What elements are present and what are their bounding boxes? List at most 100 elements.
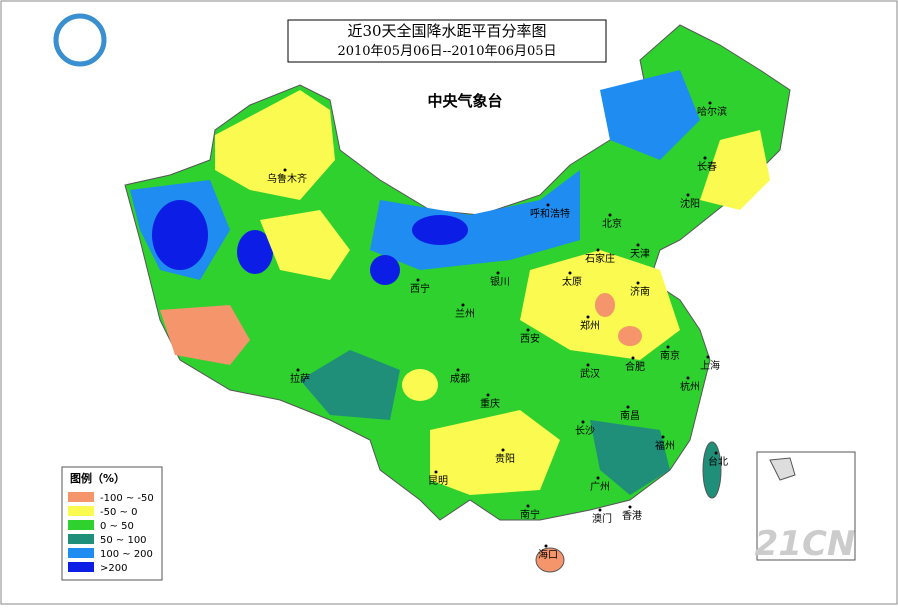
map-regions (124, 24, 791, 573)
city-dot (501, 448, 505, 452)
city-label: 太原 (562, 275, 582, 288)
region (237, 230, 273, 274)
legend-label: -50 ~ 0 (100, 507, 137, 518)
agency: 中央气象台 (427, 92, 502, 110)
city-label: 南宁 (520, 508, 540, 521)
region (430, 410, 560, 495)
city-dot (626, 405, 630, 409)
title: 近30天全国降水距平百分率图 (347, 22, 546, 40)
city-dot (296, 368, 300, 372)
region (160, 305, 250, 365)
city-dot (686, 193, 690, 197)
city-label: 成都 (450, 373, 470, 385)
watermark: 21CN (755, 524, 856, 564)
legend: 图例（%） -100 ~ -50 -50 ~ 0 0 ~ 50 50 ~ 100 100… (61, 466, 163, 581)
city-label: 哈尔滨 (697, 105, 727, 118)
city-label: 郑州 (580, 319, 600, 332)
legend-label: 50 ~ 100 (100, 535, 147, 546)
region (618, 326, 642, 346)
city-dot (714, 451, 718, 455)
city-label: 西安 (520, 332, 540, 345)
city-dot (581, 420, 585, 424)
date-range: 2010年05月06日--2010年06月05日 (337, 44, 556, 59)
city-label: 合肥 (625, 360, 645, 373)
city-dot (434, 470, 438, 474)
region (370, 170, 580, 270)
city-label: 海口 (538, 548, 558, 561)
legend-swatch (68, 562, 94, 572)
region (215, 90, 335, 200)
legend-swatch (68, 492, 94, 502)
city-dot (666, 345, 670, 349)
city-label: 澳门 (592, 512, 612, 525)
city-dot (461, 303, 465, 307)
inset-box (756, 451, 856, 561)
city-dot (586, 363, 590, 367)
city-label: 长沙 (575, 425, 595, 437)
city-label: 天津 (630, 248, 650, 260)
city-label: 西宁 (410, 282, 430, 295)
inset-land (769, 457, 796, 481)
region (595, 293, 615, 317)
city-label: 重庆 (480, 397, 500, 410)
city-dot (636, 281, 640, 285)
region (700, 130, 770, 210)
city-label: 南昌 (620, 409, 640, 422)
region (590, 420, 670, 495)
legend-label: -100 ~ -50 (100, 493, 154, 504)
legend-label: 100 ~ 200 (100, 549, 153, 560)
city-dot (416, 278, 420, 282)
city-dot (608, 213, 612, 217)
title-box (287, 19, 607, 63)
region (412, 215, 468, 245)
region (600, 70, 700, 160)
legend-swatch (68, 520, 94, 530)
city-dot (283, 168, 287, 172)
city-dot (706, 355, 710, 359)
logo (53, 13, 107, 67)
city-dot (546, 203, 550, 207)
city-label: 福州 (655, 439, 675, 452)
city-dot (496, 271, 500, 275)
city-label: 拉萨 (290, 372, 310, 385)
city-label: 济南 (630, 285, 650, 298)
city-label: 台北 (708, 455, 728, 468)
city-label: 北京 (602, 217, 622, 230)
city-dot (631, 356, 635, 360)
taiwan (702, 441, 722, 499)
city-label: 上海 (700, 359, 720, 372)
city-dot (686, 376, 690, 380)
legend-swatch (68, 506, 94, 516)
city-dot (568, 271, 572, 275)
legend-title: 图例（%） (70, 471, 125, 485)
city-dot (456, 368, 460, 372)
city-label: 香港 (622, 510, 642, 522)
city-dot (526, 328, 530, 332)
city-label: 贵阳 (495, 452, 515, 465)
city-dot (661, 435, 665, 439)
legend-swatch (68, 548, 94, 558)
city-label: 武汉 (580, 367, 600, 380)
region (370, 255, 400, 285)
city-label: 长春 (697, 161, 717, 173)
city-dot (636, 243, 640, 247)
legend-label: >200 (100, 563, 127, 574)
city-dot (628, 505, 632, 509)
city-dot (596, 248, 600, 252)
city-dot (708, 101, 712, 105)
region (260, 210, 350, 280)
city-label: 沈阳 (680, 197, 700, 210)
city-label: 兰州 (455, 307, 475, 320)
hainan (535, 547, 565, 573)
city-dot (598, 508, 602, 512)
city-label: 南京 (660, 349, 680, 362)
city-dot (486, 393, 490, 397)
city-dot (544, 544, 548, 548)
legend-swatch (68, 534, 94, 544)
city-label: 银川 (490, 275, 510, 288)
city-dot (703, 156, 707, 160)
region (402, 369, 438, 401)
legend-label: 0 ~ 50 (100, 521, 134, 532)
